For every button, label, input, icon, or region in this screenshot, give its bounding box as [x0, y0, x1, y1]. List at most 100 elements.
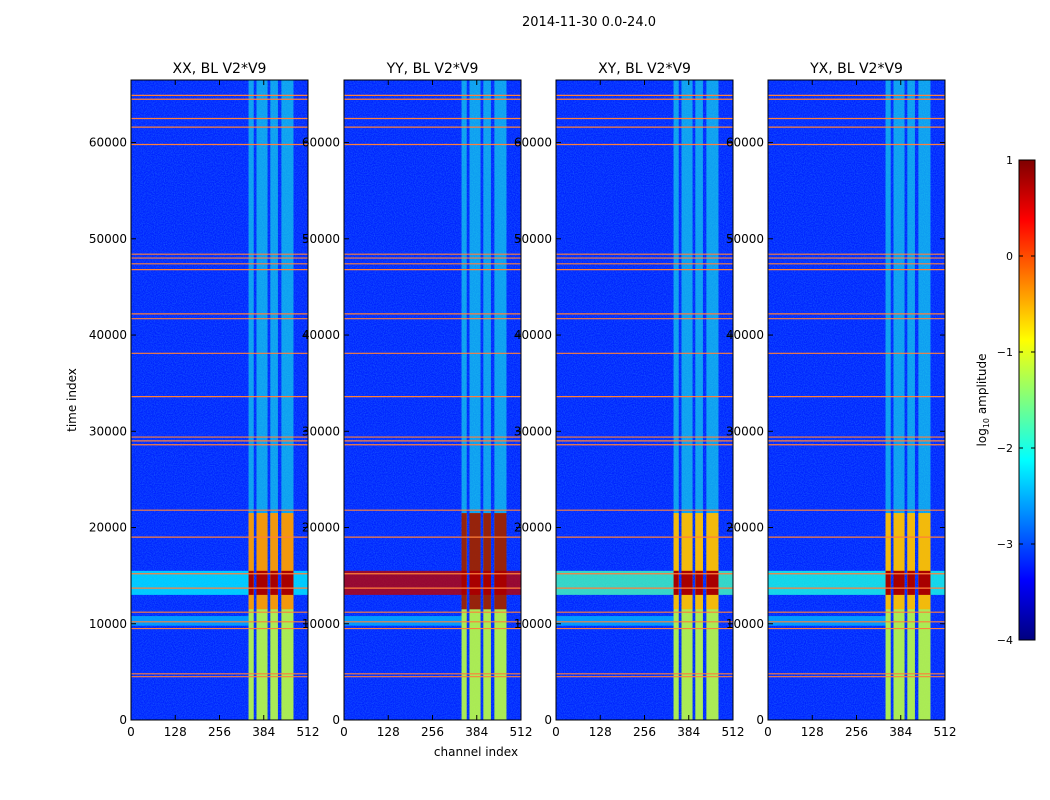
bright-channel-upper [673, 513, 679, 610]
intense-block [469, 570, 481, 595]
panel-title: YX, BL V2*V9 [809, 61, 903, 77]
x-tick-label: 512 [297, 725, 320, 739]
channel-streak [907, 80, 915, 514]
broadband-band [768, 570, 886, 595]
panel-title: XY, BL V2*V9 [598, 61, 691, 77]
y-tick-label: 20000 [302, 521, 340, 535]
intense-block [673, 570, 679, 595]
colorbar-tick-label: −3 [997, 538, 1013, 551]
colorbar-tick-label: −2 [997, 442, 1013, 455]
intense-block [681, 570, 693, 595]
intense-block [918, 570, 931, 595]
channel-streak [256, 80, 268, 514]
channel-streak [281, 80, 294, 514]
bright-channel-block [256, 513, 268, 720]
y-tick-label: 10000 [514, 617, 552, 631]
colorbar-tick-label: −4 [997, 634, 1013, 647]
intense-block [494, 570, 507, 595]
bright-channel-block [461, 513, 467, 720]
channel-streak [706, 80, 719, 514]
x-tick-label: 0 [340, 725, 348, 739]
y-tick-label: 50000 [302, 232, 340, 246]
y-tick-label: 60000 [726, 136, 764, 150]
y-tick-label: 0 [544, 713, 552, 727]
intense-block [248, 570, 254, 595]
y-tick-label: 60000 [302, 136, 340, 150]
channel-streak [681, 80, 693, 514]
bright-channel-block [893, 513, 905, 720]
bright-channel-block [483, 513, 491, 720]
x-tick-label: 128 [801, 725, 824, 739]
colorbar-tick-label: −1 [997, 346, 1013, 359]
x-tick-label: 0 [764, 725, 772, 739]
panel-title: YY, BL V2*V9 [386, 61, 479, 77]
x-tick-label: 128 [377, 725, 400, 739]
bright-channel-upper [681, 513, 693, 610]
channel-streak [893, 80, 905, 514]
y-tick-label: 30000 [89, 424, 127, 438]
colorbar-gradient [1018, 159, 1036, 641]
broadband-band-weak [556, 616, 674, 626]
panel-xy: XY, BL V2*V9 0 128 256 384 512 0 10000 20000 3000… [514, 61, 745, 739]
intense-block [483, 570, 491, 595]
colorbar-label-subscript: 10 [982, 418, 991, 428]
y-tick-label: 10000 [302, 617, 340, 631]
channel-streak [695, 80, 703, 514]
broadband-band-weak [768, 616, 886, 626]
colorbar-label-amplitude: amplitude [975, 354, 989, 418]
bright-channel-block [469, 513, 481, 720]
colorbar-tick-label: 1 [1006, 154, 1013, 167]
x-tick-label: 256 [845, 725, 868, 739]
bright-channel-block [248, 513, 254, 720]
channel-streak [248, 80, 254, 514]
bright-channel-block [681, 513, 693, 720]
intense-block [256, 570, 268, 595]
intense-block [893, 570, 905, 595]
y-tick-label: 0 [756, 713, 764, 727]
bright-channel-block [673, 513, 679, 720]
intense-block [695, 570, 703, 595]
y-tick-label: 0 [332, 713, 340, 727]
bright-channel-upper [893, 513, 905, 610]
intense-block [907, 570, 915, 595]
bright-channel-upper [483, 513, 491, 610]
broadband-band [556, 570, 674, 595]
y-axis-label: time index [65, 368, 79, 432]
channel-streak [461, 80, 467, 514]
bright-channel-block [270, 513, 278, 720]
bright-channel-upper [907, 513, 915, 610]
y-tick-label: 30000 [726, 424, 764, 438]
broadband-band [930, 570, 945, 595]
channel-streak [918, 80, 931, 514]
broadband-band-weak [131, 616, 249, 626]
y-tick-label: 50000 [89, 232, 127, 246]
bright-channel-upper [885, 513, 891, 610]
x-tick-label: 384 [465, 725, 488, 739]
y-tick-label: 30000 [514, 424, 552, 438]
x-tick-label: 256 [208, 725, 231, 739]
panel-heatmap [556, 80, 733, 720]
y-tick-label: 60000 [514, 136, 552, 150]
panel-heatmap [131, 80, 308, 720]
colorbar-label-log: log [975, 428, 989, 446]
x-tick-label: 128 [164, 725, 187, 739]
panel-yx: YX, BL V2*V9 0 128 256 384 512 0 10000 20000 3000… [726, 61, 957, 739]
panels: XX, BL V2*V9 0 128 256 384 512 0 10000 20000 3000… [89, 61, 957, 739]
y-tick-label: 0 [119, 713, 127, 727]
y-tick-label: 40000 [514, 328, 552, 342]
bright-channel-upper [270, 513, 278, 610]
y-tick-label: 20000 [726, 521, 764, 535]
bright-channel-block [885, 513, 891, 720]
broadband-band [718, 570, 733, 595]
bright-channel-upper [461, 513, 467, 610]
y-tick-label: 50000 [726, 232, 764, 246]
channel-streak [270, 80, 278, 514]
x-tick-label: 0 [127, 725, 135, 739]
y-tick-label: 10000 [89, 617, 127, 631]
bright-channel-upper [256, 513, 268, 610]
panel-heatmap [768, 80, 945, 720]
channel-streak [673, 80, 679, 514]
intense-block [281, 570, 294, 595]
channel-streak [483, 80, 491, 514]
x-tick-label: 512 [510, 725, 533, 739]
